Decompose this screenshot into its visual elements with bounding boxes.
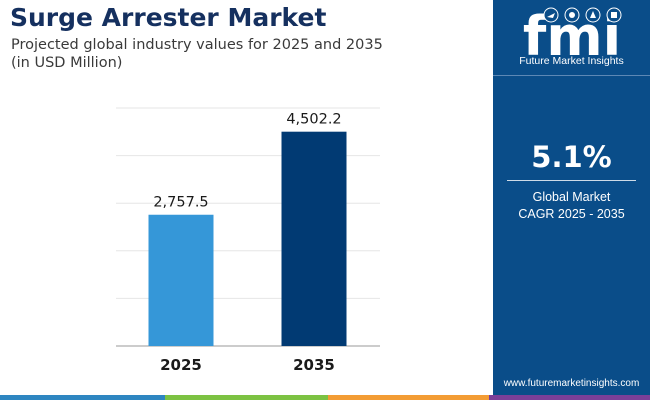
- website-url[interactable]: www.futuremarketinsights.com: [503, 378, 640, 389]
- strip-segment-orange: [328, 395, 489, 400]
- fmi-logo: fmi: [511, 5, 633, 77]
- strip-segment-green: [165, 395, 328, 400]
- chart-subtitle: Projected global industry values for 202…: [11, 36, 431, 72]
- data-label-2025: 2,757.5: [153, 195, 208, 211]
- bar-2035: [281, 131, 347, 346]
- subtitle-line-2: (in USD Million): [11, 55, 123, 71]
- chart-panel: Surge Arrester Market Projected global i…: [10, 3, 431, 374]
- cagr-value: 5.1%: [531, 140, 612, 174]
- x-tick-label-2035: 2035: [293, 356, 335, 374]
- chart-title: Surge Arrester Market: [10, 3, 327, 32]
- x-tick-label-2025: 2025: [160, 356, 202, 374]
- fmi-logo-mark-icon: fmi: [523, 5, 622, 68]
- strip-segment-purple: [489, 395, 650, 400]
- cagr-label: Global Market CAGR 2025 - 2035: [493, 189, 650, 223]
- brand-name: Future Market Insights: [519, 55, 624, 67]
- sidebar-panel: fmi Future Market Insights 5.1% Global M…: [493, 0, 650, 400]
- color-strip: [0, 395, 650, 400]
- subtitle-line-1: Projected global industry values for 202…: [11, 37, 383, 53]
- data-label-2035: 4,502.2: [286, 112, 341, 128]
- logo-divider: [493, 75, 650, 76]
- strip-segment-blue: [0, 395, 165, 400]
- bar-2025: [148, 214, 214, 346]
- bar-chart: 2,757.5 2025 4,502.2 2035: [116, 107, 380, 374]
- cagr-label-line-2: CAGR 2025 - 2035: [518, 207, 625, 221]
- cagr-label-line-1: Global Market: [532, 190, 611, 204]
- cagr-divider: [507, 180, 636, 181]
